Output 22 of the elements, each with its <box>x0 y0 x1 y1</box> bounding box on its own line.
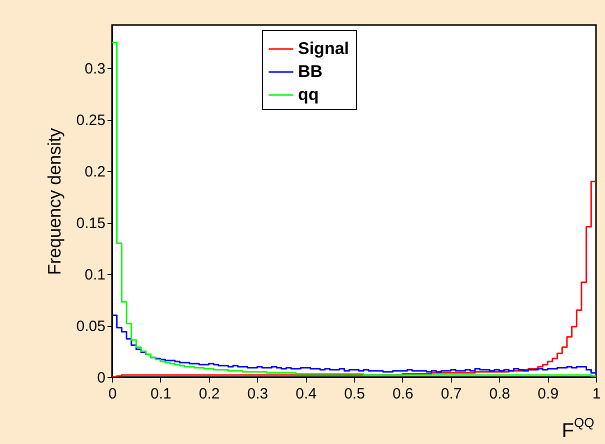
legend-label: Signal <box>298 39 350 58</box>
y-tick-label: 0 <box>97 370 106 386</box>
y-tick-label: 0.15 <box>76 215 106 232</box>
x-tick-label: 0.9 <box>538 386 559 402</box>
legend-label: qq <box>298 85 319 104</box>
x-tick-label: 0 <box>108 386 117 402</box>
y-tick-label: 0.05 <box>76 318 106 336</box>
y-tick-label: 0.3 <box>84 60 106 78</box>
x-tick-label: 1 <box>592 386 601 402</box>
x-tick-label: 0.1 <box>150 386 172 402</box>
x-tick-label: 0.5 <box>344 386 365 402</box>
x-tick-label: 0.3 <box>247 386 268 402</box>
x-tick-label: 0.8 <box>489 386 510 402</box>
x-tick-label: 0.4 <box>296 386 317 402</box>
x-tick-label: 0.6 <box>392 386 414 402</box>
legend-label: BB <box>298 62 323 81</box>
y-tick-label: 0.1 <box>84 266 106 284</box>
y-tick-label: 0.25 <box>76 112 106 130</box>
y-tick-label: 0.2 <box>84 164 106 181</box>
y-axis-title: Frequency density <box>44 128 64 276</box>
x-tick-label: 0.2 <box>198 386 220 402</box>
x-tick-label: 0.7 <box>440 386 462 402</box>
